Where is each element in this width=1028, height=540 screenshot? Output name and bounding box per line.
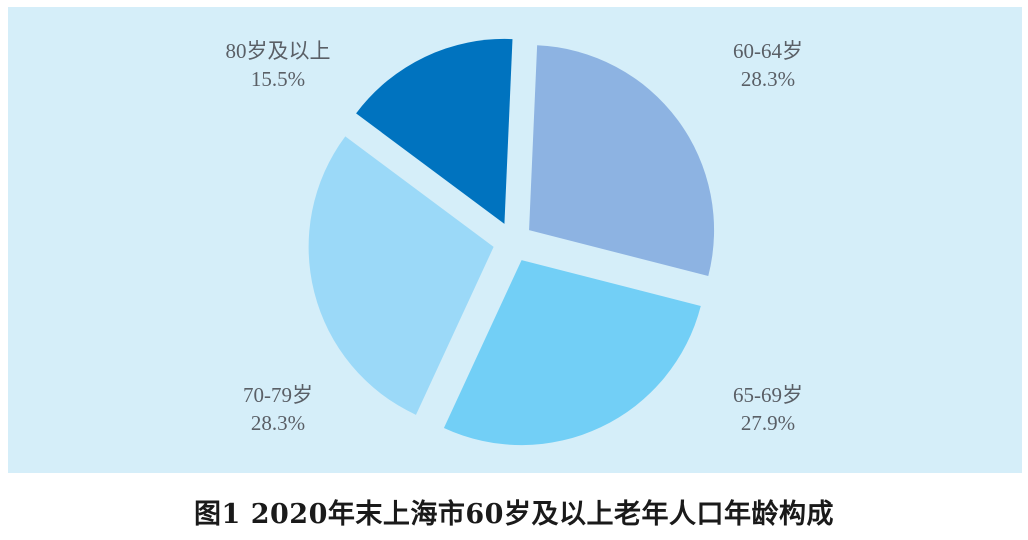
- chart-title: 图1 2020年末上海市60岁及以上老年人口年龄构成: [194, 499, 834, 530]
- chart-panel: 60-64岁 28.3% 65-69岁 27.9% 70-79岁 28.3% 8…: [8, 7, 1022, 473]
- slice-label-70-79: 70-79岁 28.3%: [198, 381, 358, 437]
- slice-label-60-64: 60-64岁 28.3%: [688, 37, 848, 93]
- slice-65-69: [443, 260, 701, 446]
- slice-name-65-69: 65-69岁: [733, 383, 803, 407]
- slice-70-79: [308, 136, 494, 415]
- slice-label-80-plus: 80岁及以上 15.5%: [198, 37, 358, 93]
- slice-percent-65-69: 27.9%: [740, 411, 796, 435]
- slice-label-65-69: 65-69岁 27.9%: [688, 381, 848, 437]
- slice-80-plus: [356, 38, 513, 224]
- slice-percent-80-plus: 15.5%: [250, 67, 306, 91]
- slice-name-60-64: 60-64岁: [733, 39, 803, 63]
- slice-percent-70-79: 28.3%: [250, 411, 306, 435]
- slice-60-64: [529, 45, 715, 277]
- slice-percent-60-64: 28.3%: [740, 67, 796, 91]
- pie-chart: [308, 38, 715, 446]
- slice-name-80-plus: 80岁及以上: [225, 39, 331, 63]
- slice-name-70-79: 70-79岁: [243, 383, 313, 407]
